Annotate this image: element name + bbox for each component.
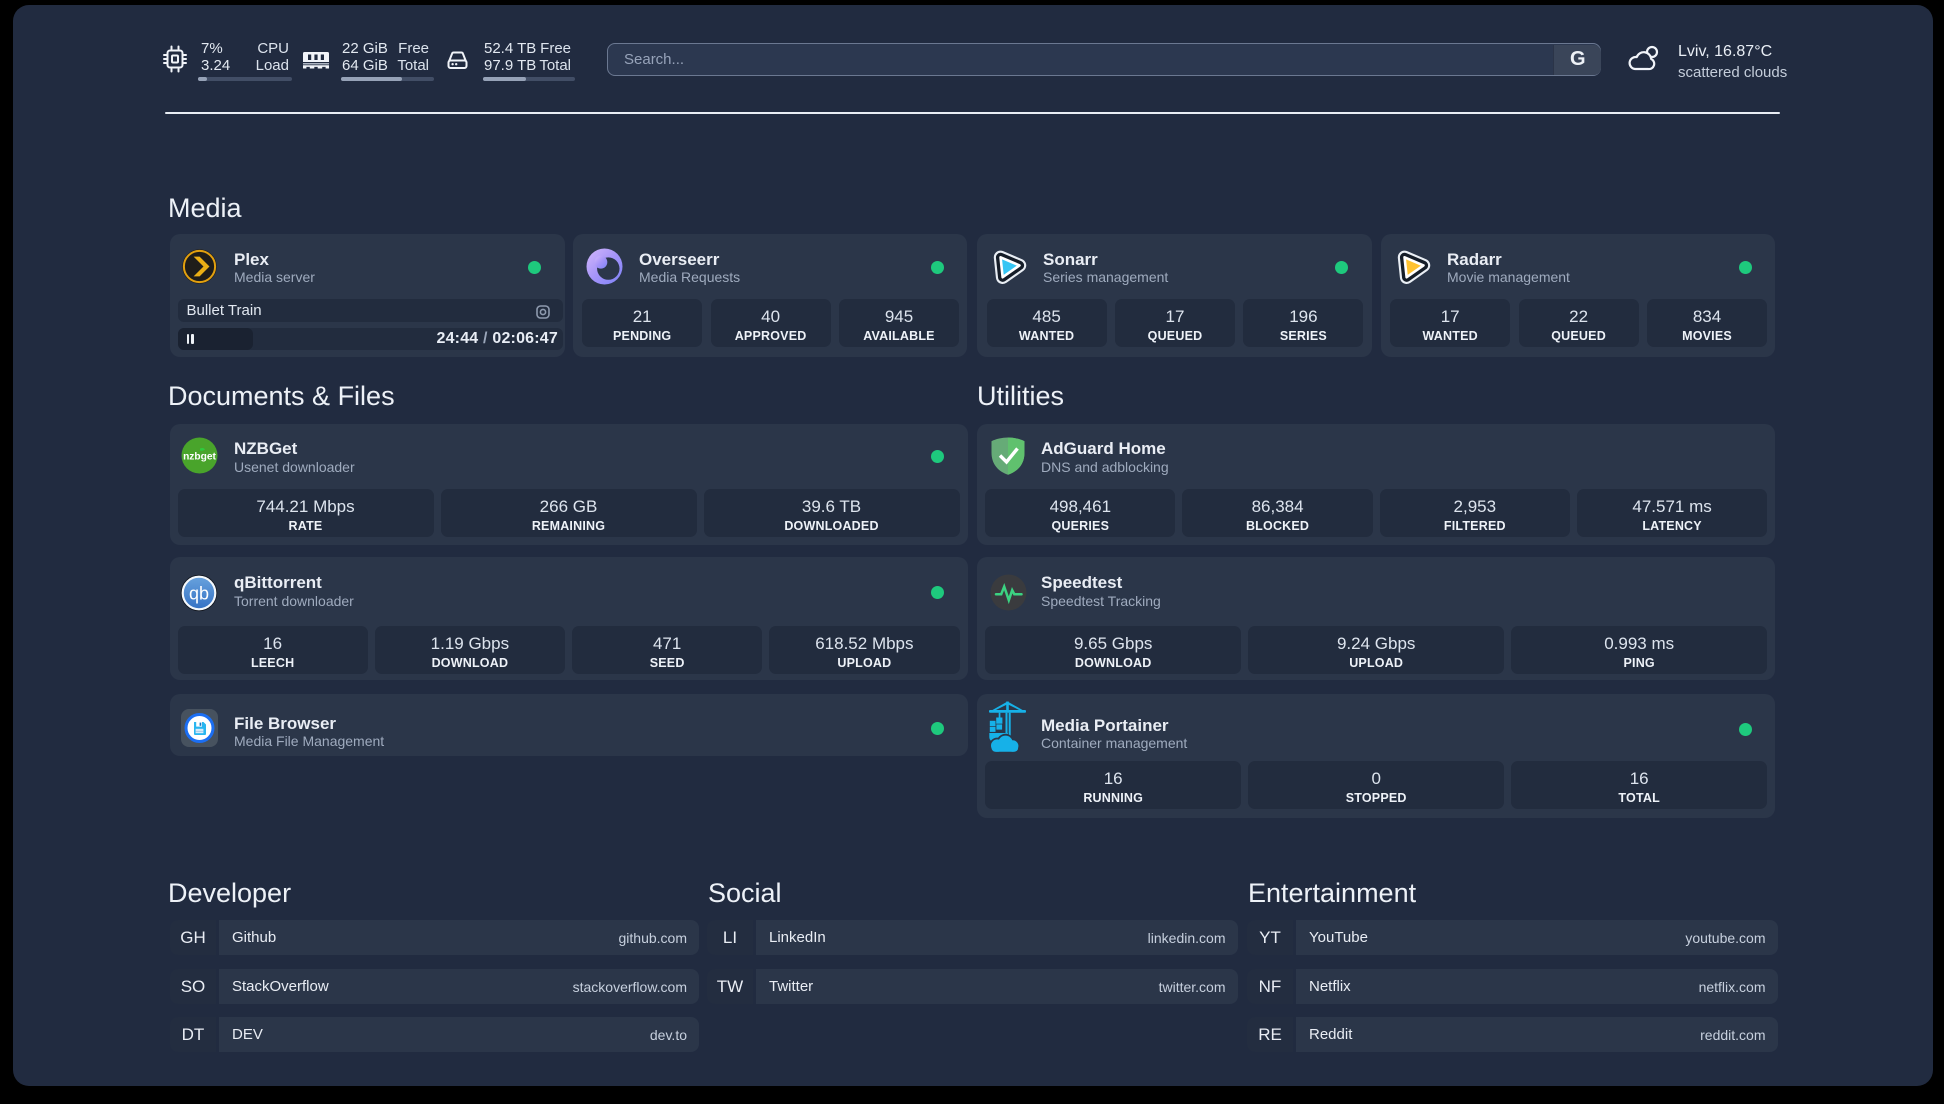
- svg-text:qb: qb: [189, 584, 209, 604]
- svg-text:nzbget: nzbget: [183, 452, 216, 463]
